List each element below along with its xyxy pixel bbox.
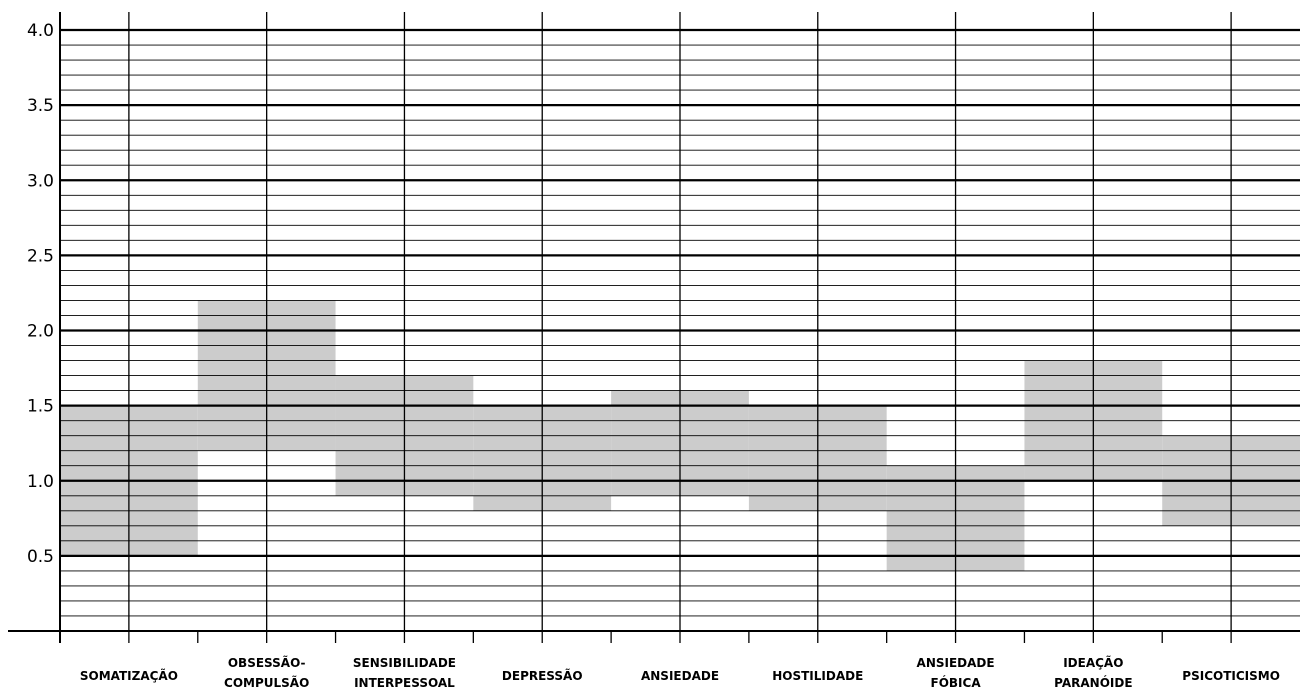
y-tick-label: 1.0	[27, 472, 54, 492]
y-tick-label: 1.5	[27, 397, 54, 417]
x-category-label: SOMATIZAÇÃO	[80, 668, 178, 683]
y-tick-label: 3.5	[27, 96, 54, 116]
x-category-label: SENSIBILIDADE INTERPESSOAL	[353, 656, 456, 690]
x-category-label-line: SENSIBILIDADE	[353, 656, 456, 670]
y-tick-label: 3.0	[27, 171, 54, 191]
x-category-label: OBSESSÃO- COMPULSÃO	[224, 655, 309, 690]
y-tick-label: 4.0	[27, 21, 54, 41]
x-category-label: IDEAÇÃO PARANÓIDE	[1054, 655, 1132, 690]
x-category-label-line: INTERPESSOAL	[354, 676, 455, 690]
x-category-label: DEPRESSÃO	[502, 668, 583, 683]
y-tick-label: 2.5	[27, 246, 54, 266]
grid-lines	[60, 12, 1300, 643]
x-category-label: ANSIEDADE FÓBICA	[917, 656, 995, 690]
x-category-label-line: ANSIEDADE	[917, 656, 995, 670]
x-category-label-line: COMPULSÃO	[224, 675, 309, 690]
x-category-label-line: OBSESSÃO-	[228, 655, 306, 670]
y-tick-label: 0.5	[27, 547, 54, 567]
x-category-labels: SOMATIZAÇÃO OBSESSÃO- COMPULSÃO SENSIBILIDA…	[80, 655, 1280, 690]
x-category-label-line: IDEAÇÃO	[1063, 655, 1123, 670]
x-category-label: PSICOTICISMO	[1182, 669, 1280, 683]
axes	[8, 12, 1300, 643]
y-tick-labels: 4.0 3.5 3.0 2.5 2.0 1.5 1.0 0.5	[27, 21, 54, 567]
x-category-label-line: PARANÓIDE	[1054, 675, 1132, 690]
x-category-label-line: FÓBICA	[931, 675, 982, 690]
y-tick-label: 2.0	[27, 322, 54, 342]
x-category-label: HOSTILIDADE	[772, 669, 863, 683]
x-category-label: ANSIEDADE	[641, 669, 719, 683]
